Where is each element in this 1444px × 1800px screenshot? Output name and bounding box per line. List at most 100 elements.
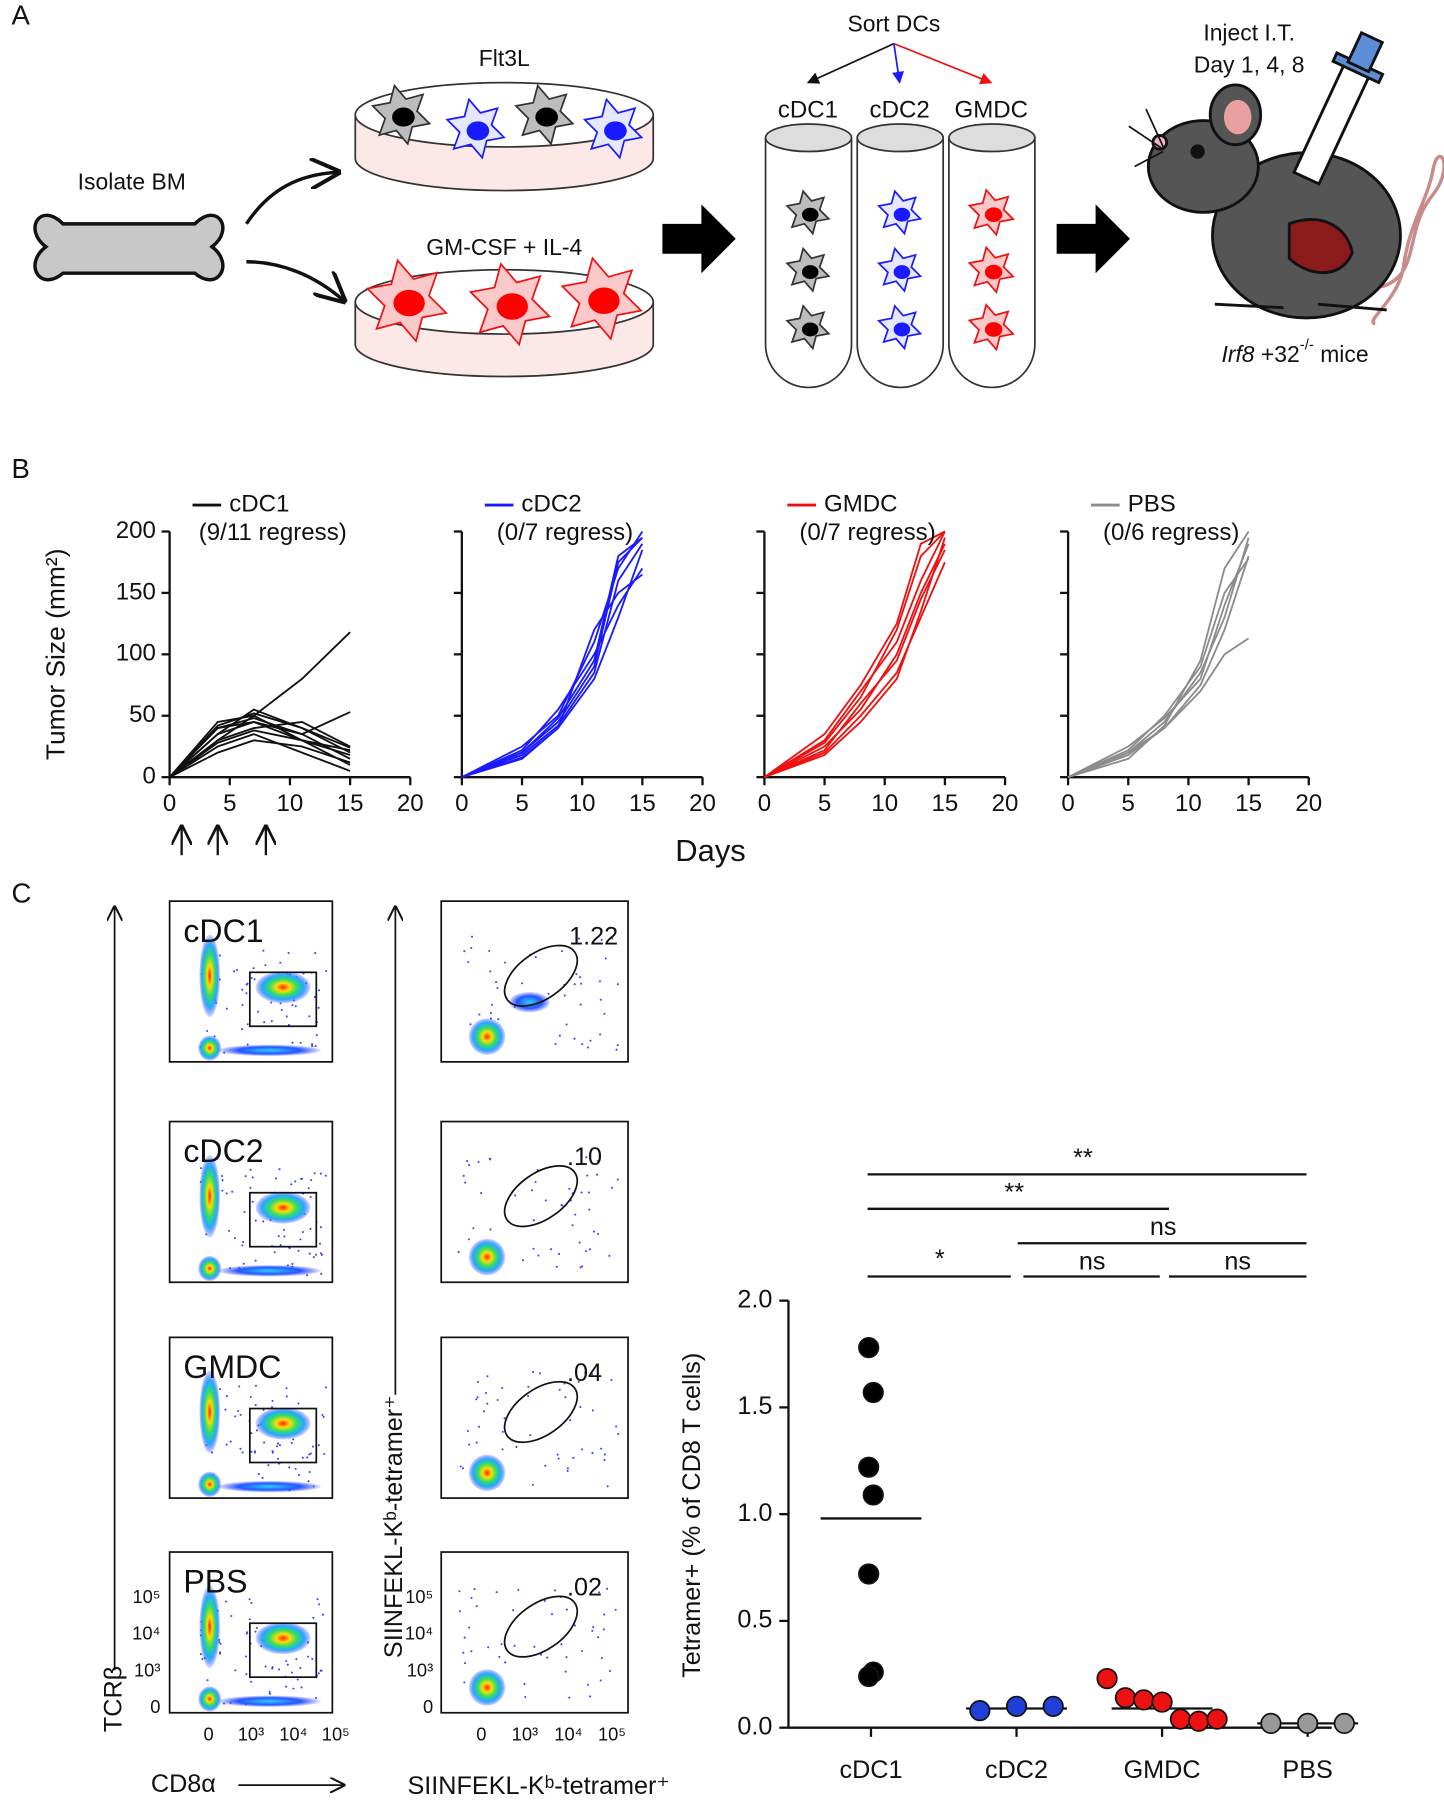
event-dot (476, 1396, 479, 1399)
block-arrow (662, 204, 736, 274)
event-dot (459, 1465, 462, 1468)
x-tick-label: 10 (871, 790, 898, 817)
event-dot (591, 1452, 594, 1455)
event-dot (230, 1614, 233, 1618)
event-dot (278, 1168, 281, 1171)
event-dot (242, 1240, 245, 1243)
flow-y-tick: 0 (150, 1696, 160, 1717)
event-dot (599, 998, 602, 1001)
x-tick-label: 20 (397, 790, 424, 817)
event-dot (316, 1598, 319, 1601)
event-dot (271, 1406, 274, 1409)
gate-frequency: .02 (567, 1573, 602, 1601)
population (198, 1255, 222, 1282)
y-tick-label: 0.0 (737, 1712, 772, 1740)
x-tick-label: 5 (515, 790, 528, 817)
event-dot (257, 1473, 260, 1476)
event-dot (573, 1624, 577, 1627)
legend-label: cDC1 (229, 490, 289, 517)
event-dot (468, 1626, 471, 1629)
panel-label: C (11, 878, 31, 909)
event-dot (246, 1043, 249, 1046)
x-tick-label: 15 (337, 790, 364, 817)
event-dot (604, 957, 607, 960)
growth-line (169, 720, 351, 778)
population (217, 1695, 321, 1708)
event-dot (580, 1448, 584, 1451)
event-dot (311, 1657, 314, 1660)
curved-arrow (246, 260, 343, 301)
event-dot (464, 1181, 467, 1184)
event-dot (495, 981, 498, 984)
event-dot (285, 1660, 288, 1663)
event-dot (234, 1669, 237, 1672)
event-dot (599, 1033, 602, 1036)
event-dot (314, 1696, 317, 1700)
event-dot (521, 1259, 524, 1262)
event-dot (321, 1613, 324, 1616)
event-dot (534, 956, 537, 959)
sample-label: PBS (183, 1564, 247, 1600)
data-point (1042, 1695, 1064, 1717)
inject-days: Day 1, 4, 8 (1194, 52, 1305, 78)
event-dot (308, 1015, 311, 1018)
event-dot (555, 1265, 558, 1268)
event-dot (264, 964, 267, 967)
event-dot (596, 1160, 599, 1163)
nucleus (496, 293, 528, 320)
tube-label: GMDC (955, 97, 1029, 124)
event-dot (600, 1447, 603, 1450)
event-dot (224, 1600, 228, 1603)
gate (248, 1191, 318, 1248)
nucleus (893, 322, 911, 337)
event-dot (580, 1649, 584, 1653)
event-dot (616, 1044, 619, 1047)
mice-word: mice (1314, 341, 1369, 367)
data-point (1096, 1667, 1118, 1690)
mouse (1128, 30, 1444, 326)
event-dot (241, 988, 244, 991)
event-dot (206, 1029, 209, 1033)
event-dot (319, 1172, 322, 1175)
event-dot (615, 1425, 618, 1428)
data-point (1005, 1695, 1028, 1717)
event-dot (285, 1387, 288, 1390)
nucleus (984, 207, 1003, 223)
x-tick-label: GMDC (1124, 1756, 1201, 1784)
event-dot (560, 1204, 563, 1207)
y-tick-label: 100 (116, 640, 156, 667)
event-dot (469, 1023, 472, 1026)
event-dot (221, 1189, 224, 1192)
event-dot (531, 1189, 534, 1192)
event-dot (602, 1628, 605, 1631)
population (198, 1686, 222, 1712)
event-dot (291, 1004, 294, 1007)
nucleus (588, 287, 620, 314)
event-dot (566, 1469, 569, 1472)
event-dot (297, 1402, 300, 1405)
panel-label: B (11, 453, 29, 484)
event-dot (563, 994, 566, 997)
nucleus (466, 121, 490, 141)
event-dot (248, 1618, 251, 1621)
growth-line (169, 729, 351, 778)
event-dot (287, 951, 290, 954)
event-dot (278, 1668, 281, 1671)
event-dot (314, 1045, 317, 1048)
flow-y-tick: 10⁴ (132, 1623, 160, 1644)
event-dot (466, 1160, 469, 1163)
population (255, 1407, 311, 1440)
event-dot (233, 1236, 236, 1240)
event-dot (285, 1685, 288, 1688)
legend-label: GMDC (824, 490, 898, 517)
event-dot (532, 1247, 535, 1250)
sample-label: cDC2 (183, 1133, 263, 1169)
sort-arrow (806, 42, 895, 84)
event-dot (475, 1605, 478, 1608)
population (468, 1238, 506, 1276)
event-dot (311, 1045, 314, 1048)
event-dot (241, 1004, 244, 1007)
event-dot (244, 1175, 247, 1178)
growth-line (169, 721, 351, 778)
flow-y-tick: 10³ (134, 1659, 160, 1680)
